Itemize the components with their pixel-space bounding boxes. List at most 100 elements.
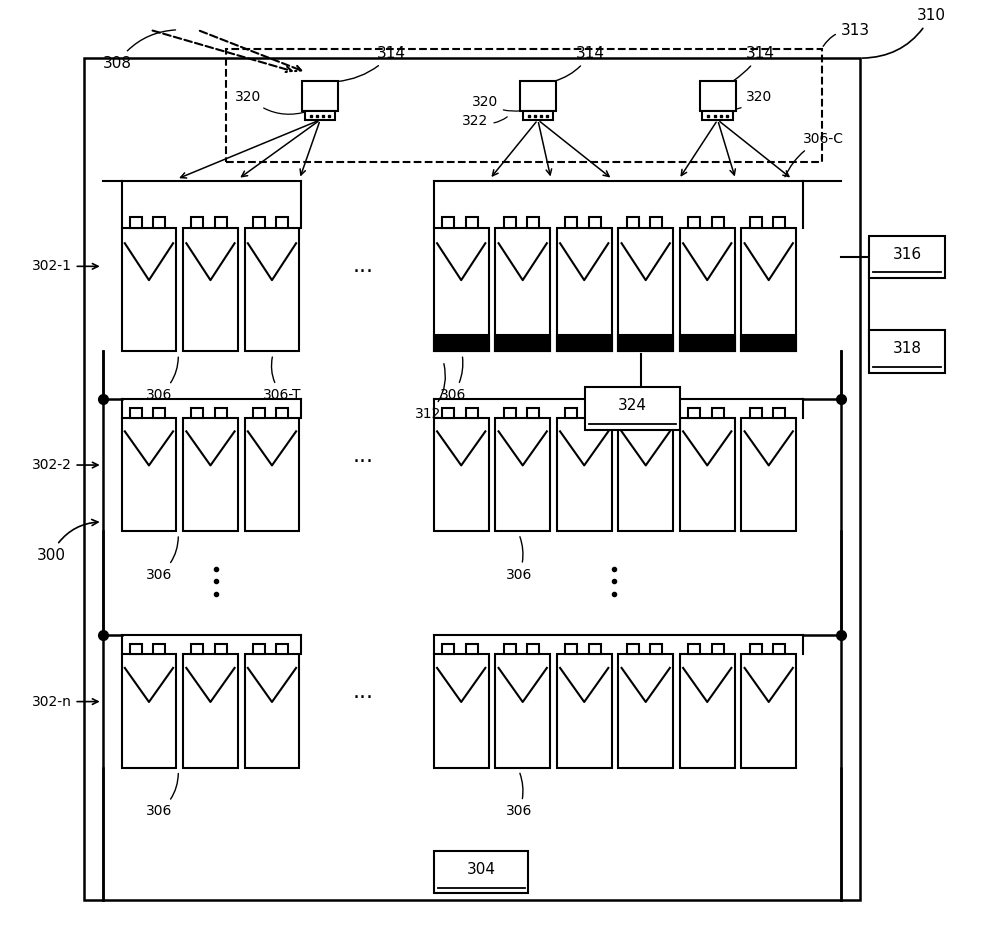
Text: 306-T: 306-T	[263, 357, 302, 401]
Bar	[650, 217, 662, 229]
Bar	[523, 111, 553, 120]
Text: 318: 318	[892, 341, 921, 356]
Bar	[565, 407, 577, 418]
Bar	[750, 644, 762, 654]
Bar	[215, 407, 227, 418]
Text: ...: ...	[352, 256, 373, 276]
Bar	[226, 48, 822, 162]
Bar	[276, 644, 288, 654]
Bar	[702, 111, 733, 120]
Text: 306-C: 306-C	[785, 132, 844, 177]
Bar	[495, 336, 550, 351]
Bar	[773, 217, 785, 229]
Bar	[215, 644, 227, 654]
Text: 306: 306	[146, 537, 178, 582]
Bar	[741, 654, 796, 768]
Bar	[191, 407, 203, 418]
Bar	[130, 217, 142, 229]
Bar	[153, 644, 165, 654]
Bar	[557, 336, 612, 351]
Bar	[302, 81, 338, 111]
Text: 324: 324	[618, 398, 647, 413]
Bar	[153, 217, 165, 229]
Bar	[495, 418, 550, 531]
Text: 314: 314	[555, 47, 605, 81]
Bar	[557, 229, 612, 351]
Bar	[183, 229, 238, 351]
Bar	[122, 654, 176, 768]
Bar	[688, 644, 700, 654]
Bar	[618, 654, 673, 768]
Bar	[434, 336, 489, 351]
Text: 308: 308	[103, 30, 176, 70]
Text: 312: 312	[415, 363, 445, 420]
Text: 302-n: 302-n	[32, 695, 98, 709]
Bar	[750, 217, 762, 229]
Bar	[773, 644, 785, 654]
Bar	[466, 217, 478, 229]
Text: ...: ...	[352, 446, 373, 466]
Bar	[215, 217, 227, 229]
Bar	[466, 407, 478, 418]
Bar	[589, 644, 601, 654]
Bar	[650, 407, 662, 418]
Text: 306: 306	[146, 357, 178, 401]
Text: 302-2: 302-2	[32, 458, 98, 472]
Bar	[627, 407, 639, 418]
Bar	[585, 387, 680, 430]
Text: 322: 322	[462, 114, 507, 127]
Bar	[434, 850, 528, 893]
Bar	[520, 81, 556, 111]
Bar	[122, 229, 176, 351]
Bar	[527, 217, 539, 229]
Bar	[618, 336, 673, 351]
Bar	[618, 418, 673, 531]
Bar	[276, 407, 288, 418]
Bar	[245, 229, 299, 351]
Bar	[495, 654, 550, 768]
Bar	[130, 644, 142, 654]
Bar	[565, 217, 577, 229]
Bar	[589, 407, 601, 418]
Text: 306: 306	[440, 357, 466, 401]
Bar	[869, 330, 945, 373]
Bar	[305, 111, 335, 120]
Bar	[627, 644, 639, 654]
Text: 302-1: 302-1	[32, 259, 98, 273]
Text: 306: 306	[506, 773, 532, 818]
Bar	[253, 217, 265, 229]
Bar	[130, 407, 142, 418]
Bar	[741, 336, 796, 351]
Bar	[442, 644, 454, 654]
Bar	[680, 229, 735, 351]
Bar	[253, 644, 265, 654]
Bar	[466, 644, 478, 654]
Bar	[680, 654, 735, 768]
Bar	[527, 407, 539, 418]
Bar	[495, 229, 550, 351]
Bar	[650, 644, 662, 654]
Bar	[712, 644, 724, 654]
Text: 320: 320	[725, 90, 772, 110]
Bar	[434, 229, 489, 351]
Text: 316: 316	[892, 247, 921, 262]
Bar	[618, 229, 673, 351]
Bar	[253, 407, 265, 418]
Bar	[191, 644, 203, 654]
Bar	[191, 217, 203, 229]
Bar	[773, 407, 785, 418]
Bar	[712, 217, 724, 229]
Bar	[183, 654, 238, 768]
Bar	[557, 418, 612, 531]
Bar	[245, 654, 299, 768]
Bar	[565, 644, 577, 654]
Text: 306: 306	[506, 537, 532, 582]
Text: 320: 320	[235, 90, 308, 114]
Bar	[557, 654, 612, 768]
Bar	[276, 217, 288, 229]
Text: 314: 314	[734, 47, 775, 81]
Text: 310: 310	[862, 9, 945, 58]
Bar	[527, 644, 539, 654]
Bar	[712, 407, 724, 418]
Text: 320: 320	[472, 95, 521, 111]
